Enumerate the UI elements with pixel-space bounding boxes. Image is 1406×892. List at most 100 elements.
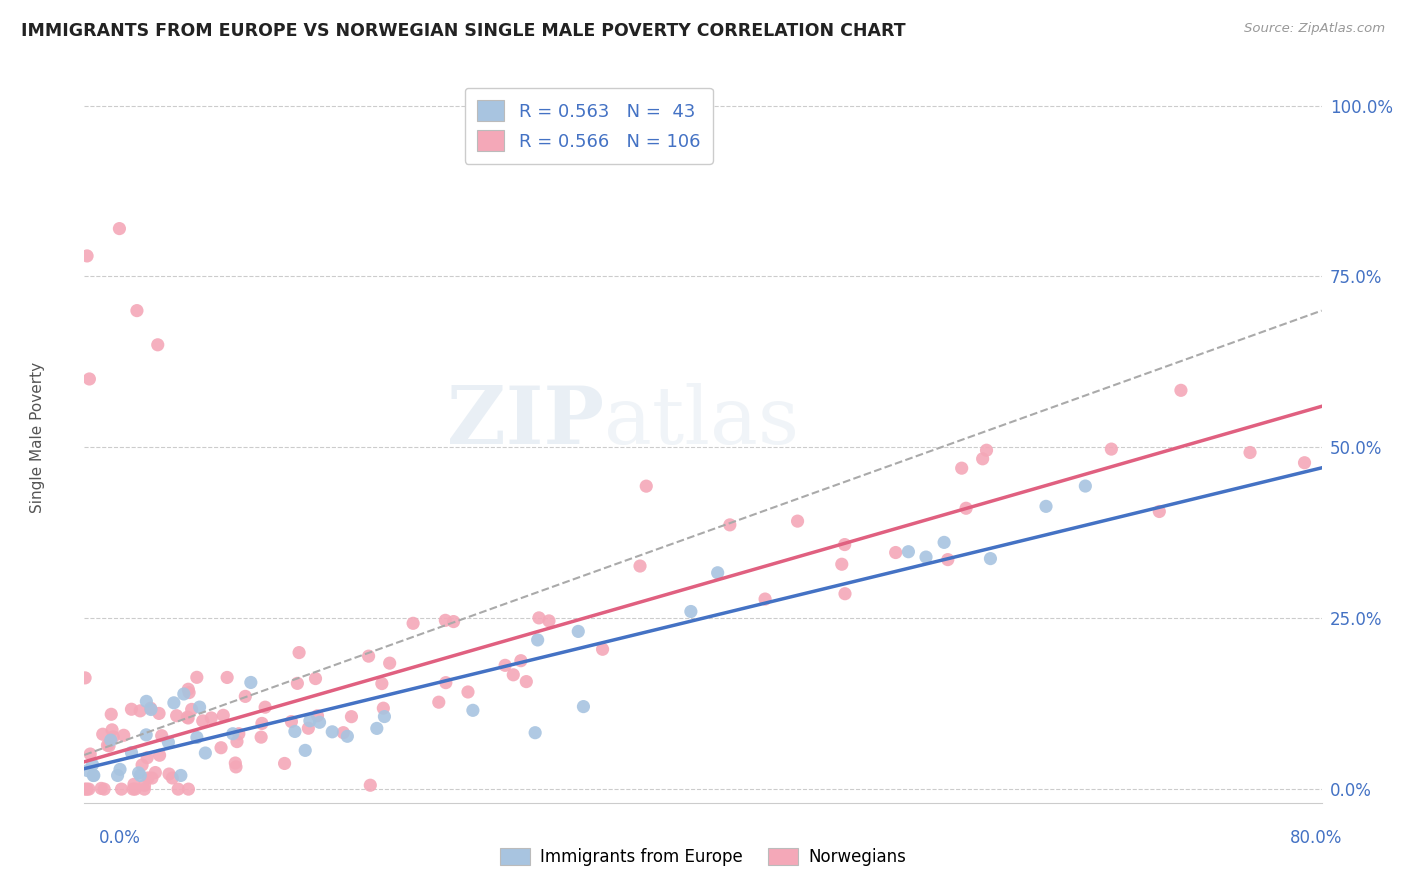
Point bbox=[148, 706, 170, 721]
Point bbox=[167, 782, 190, 797]
Point bbox=[75, 671, 97, 685]
Point bbox=[285, 676, 308, 690]
Point bbox=[76, 249, 98, 263]
Point bbox=[180, 702, 202, 716]
Point bbox=[502, 668, 524, 682]
Point bbox=[288, 646, 311, 660]
Point bbox=[307, 708, 329, 723]
Point bbox=[217, 670, 239, 684]
Point bbox=[129, 704, 152, 718]
Point bbox=[136, 750, 159, 764]
Point bbox=[239, 675, 262, 690]
Point bbox=[177, 782, 200, 797]
Point bbox=[786, 514, 808, 528]
Point bbox=[509, 654, 531, 668]
Point bbox=[526, 632, 548, 647]
Point bbox=[222, 727, 245, 741]
Point bbox=[163, 696, 186, 710]
Point bbox=[100, 707, 122, 722]
Point bbox=[108, 763, 131, 777]
Legend: R = 0.563   N =  43, R = 0.566   N = 106: R = 0.563 N = 43, R = 0.566 N = 106 bbox=[464, 87, 713, 164]
Point bbox=[139, 702, 162, 716]
Point bbox=[96, 738, 118, 752]
Text: Source: ZipAtlas.com: Source: ZipAtlas.com bbox=[1244, 22, 1385, 36]
Point bbox=[294, 743, 316, 757]
Point bbox=[93, 782, 115, 797]
Point bbox=[636, 479, 658, 493]
Point bbox=[162, 771, 184, 785]
Point bbox=[110, 782, 132, 797]
Point bbox=[308, 715, 330, 730]
Point bbox=[191, 714, 214, 728]
Point bbox=[280, 714, 302, 729]
Point bbox=[122, 777, 145, 791]
Point bbox=[139, 701, 162, 715]
Point bbox=[131, 758, 153, 772]
Text: 80.0%: 80.0% bbox=[1291, 829, 1343, 847]
Point bbox=[79, 372, 101, 386]
Point bbox=[98, 739, 121, 753]
Point bbox=[136, 771, 159, 785]
Point bbox=[321, 724, 343, 739]
Point bbox=[76, 782, 98, 797]
Point bbox=[628, 559, 651, 574]
Point bbox=[979, 551, 1001, 566]
Point bbox=[915, 550, 938, 565]
Point bbox=[1035, 500, 1057, 514]
Point bbox=[148, 748, 170, 763]
Point bbox=[188, 700, 211, 714]
Point bbox=[443, 615, 465, 629]
Point bbox=[135, 728, 157, 742]
Point bbox=[250, 716, 273, 731]
Point bbox=[359, 778, 381, 792]
Point bbox=[212, 708, 235, 723]
Point bbox=[226, 734, 249, 748]
Point bbox=[79, 747, 101, 761]
Point bbox=[108, 221, 131, 235]
Point bbox=[129, 768, 152, 782]
Point bbox=[228, 727, 250, 741]
Point bbox=[831, 558, 853, 572]
Point bbox=[524, 725, 547, 739]
Point bbox=[101, 723, 124, 737]
Point bbox=[567, 624, 589, 639]
Point bbox=[1239, 445, 1261, 459]
Point bbox=[972, 451, 994, 466]
Point bbox=[83, 768, 105, 782]
Point bbox=[936, 552, 959, 566]
Point bbox=[304, 672, 326, 686]
Point bbox=[177, 711, 200, 725]
Point bbox=[76, 764, 98, 778]
Point bbox=[141, 771, 163, 785]
Point bbox=[112, 728, 135, 742]
Point bbox=[932, 535, 955, 549]
Point bbox=[679, 605, 702, 619]
Point bbox=[366, 722, 388, 736]
Point bbox=[357, 649, 380, 664]
Point bbox=[527, 611, 550, 625]
Point bbox=[834, 587, 856, 601]
Point bbox=[186, 731, 208, 745]
Text: atlas: atlas bbox=[605, 384, 799, 461]
Legend: Immigrants from Europe, Norwegians: Immigrants from Europe, Norwegians bbox=[494, 841, 912, 873]
Point bbox=[82, 768, 104, 782]
Point bbox=[1294, 456, 1316, 470]
Point bbox=[82, 757, 104, 772]
Point bbox=[120, 702, 142, 716]
Point bbox=[494, 658, 516, 673]
Point bbox=[592, 642, 614, 657]
Point bbox=[884, 545, 907, 559]
Point bbox=[124, 782, 146, 797]
Point bbox=[186, 670, 208, 684]
Point bbox=[100, 733, 122, 747]
Point bbox=[150, 729, 173, 743]
Point bbox=[402, 616, 425, 631]
Point bbox=[373, 709, 395, 723]
Point bbox=[157, 735, 180, 749]
Point bbox=[1099, 442, 1122, 456]
Point bbox=[173, 687, 195, 701]
Point bbox=[434, 613, 457, 627]
Point bbox=[157, 767, 180, 781]
Point bbox=[1149, 504, 1171, 518]
Point bbox=[91, 727, 114, 741]
